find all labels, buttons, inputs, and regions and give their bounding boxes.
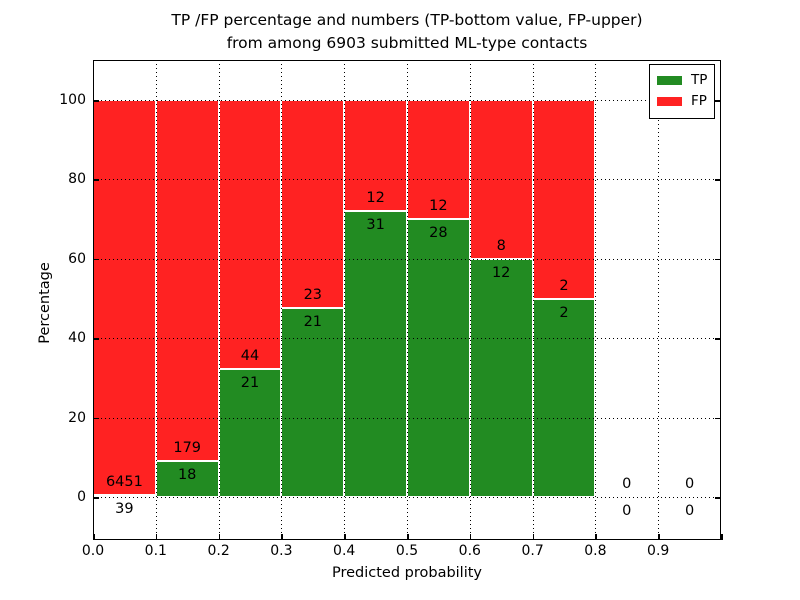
- x-tick-label: 0.0: [81, 543, 105, 559]
- x-tick-mark: [658, 534, 660, 540]
- x-tick-mark: [469, 534, 472, 540]
- fp-count-label: 2: [559, 277, 569, 294]
- y-tick-mark-left: [93, 417, 99, 420]
- y-tick-label: 60: [68, 250, 86, 267]
- fp-bar-segment: [532, 100, 596, 299]
- tp-count-label: 39: [115, 500, 134, 517]
- y-tick-mark-right: [715, 100, 721, 102]
- y-tick-label: 40: [68, 330, 86, 347]
- x-tick-mark: [155, 534, 158, 540]
- tp-count-label: 31: [366, 216, 385, 233]
- x-tick-label: 0.3: [270, 543, 293, 559]
- chart-title: TP /FP percentage and numbers (TP-bottom…: [93, 9, 721, 55]
- x-gridline: [155, 60, 157, 540]
- fp-count-label: 23: [303, 286, 323, 303]
- tp-count-label: 21: [303, 313, 323, 330]
- x-axis-label: Predicted probability: [331, 565, 483, 581]
- fp-count-label: 12: [366, 189, 385, 206]
- x-tick-mark: [407, 534, 409, 540]
- y-tick-mark-left: [93, 179, 99, 181]
- y-tick-mark-right: [715, 258, 721, 261]
- fp-count-label: 44: [240, 347, 260, 364]
- fp-bar-segment: [281, 100, 345, 308]
- x-gridline: [658, 60, 660, 540]
- tp-bar-segment: [218, 368, 282, 497]
- x-tick-label: 0.6: [458, 543, 481, 559]
- legend: TP FP: [649, 64, 715, 119]
- x-gridline: [532, 60, 534, 540]
- x-gridline: [281, 60, 283, 540]
- y-tick-mark-right: [715, 497, 721, 499]
- fp-count-label: 0: [684, 476, 695, 492]
- tp-count-label: 12: [491, 264, 511, 281]
- x-tick-mark: [218, 534, 221, 540]
- x-tick-mark: [281, 534, 283, 540]
- tp-count-label: 0: [684, 503, 695, 519]
- x-gridline: [407, 60, 408, 540]
- tp-count-label: 2: [559, 304, 569, 321]
- y-tick-mark-right: [715, 338, 721, 340]
- fp-count-label: 12: [429, 198, 448, 215]
- y-tick-mark-left: [93, 497, 99, 499]
- x-tick-mark: [721, 534, 723, 540]
- x-tick-label: 0.4: [333, 543, 356, 559]
- tp-count-label: 0: [622, 503, 632, 519]
- y-tick-mark-left: [93, 338, 99, 340]
- fp-count-label: 179: [173, 439, 202, 456]
- x-tick-label: 0.8: [584, 543, 607, 559]
- x-tick-label: 0.1: [144, 543, 167, 559]
- legend-entry-tp: TP: [657, 70, 708, 91]
- x-tick-label: 0.5: [395, 543, 419, 559]
- x-tick-mark: [595, 534, 597, 540]
- x-tick-label: 0.7: [521, 543, 544, 559]
- x-tick-mark: [93, 534, 95, 540]
- fp-bar-segment: [344, 100, 407, 211]
- y-tick-mark-left: [93, 258, 99, 261]
- x-tick-label: 0.9: [647, 543, 670, 559]
- fp-count-label: 0: [622, 476, 632, 492]
- x-tick-label: 0.2: [207, 543, 230, 559]
- fp-bar-segment: [155, 100, 219, 461]
- fp-count-label: 8: [496, 237, 506, 254]
- y-tick-mark-right: [715, 179, 721, 181]
- x-gridline: [218, 60, 220, 540]
- legend-label-tp: TP: [691, 72, 708, 88]
- y-tick-mark-right: [715, 417, 721, 420]
- y-tick-label: 0: [77, 489, 86, 505]
- x-gridline: [344, 60, 346, 540]
- plot-area: TP FP 6451 39 179 18 44 21 23 21 12 31 12 28 8 12 2 2 0 0 0…: [93, 60, 723, 540]
- tp-count-label: 21: [240, 374, 260, 391]
- y-tick-label: 20: [68, 409, 86, 426]
- legend-label-fp: FP: [691, 93, 707, 109]
- chart-title-line2: from among 6903 submitted ML-type contac…: [226, 34, 588, 52]
- y-tick-mark-left: [93, 100, 99, 102]
- tp-bar-segment: [155, 460, 219, 497]
- fp-bar-segment: [93, 100, 156, 495]
- tp-count-label: 18: [177, 466, 197, 483]
- x-tick-mark: [344, 534, 346, 540]
- tp-bar-segment: [281, 307, 345, 497]
- legend-entry-fp: FP: [657, 91, 708, 112]
- tp-bar-segment: [344, 210, 407, 497]
- x-gridline: [595, 60, 597, 540]
- x-tick-mark: [532, 534, 535, 540]
- tp-count-label: 28: [429, 225, 448, 242]
- tp-bar-segment: [469, 258, 533, 497]
- fp-count-label: 6451: [105, 473, 143, 490]
- tp-bar-segment: [532, 298, 596, 497]
- y-tick-label: 100: [59, 92, 86, 108]
- chart-title-line1: TP /FP percentage and numbers (TP-bottom…: [171, 11, 643, 29]
- tp-swatch: [657, 76, 682, 85]
- fp-bar-segment: [218, 100, 282, 369]
- fp-swatch: [657, 97, 682, 106]
- tp-bar-segment: [407, 219, 470, 497]
- x-gridline: [469, 60, 471, 540]
- y-tick-label: 80: [68, 171, 86, 188]
